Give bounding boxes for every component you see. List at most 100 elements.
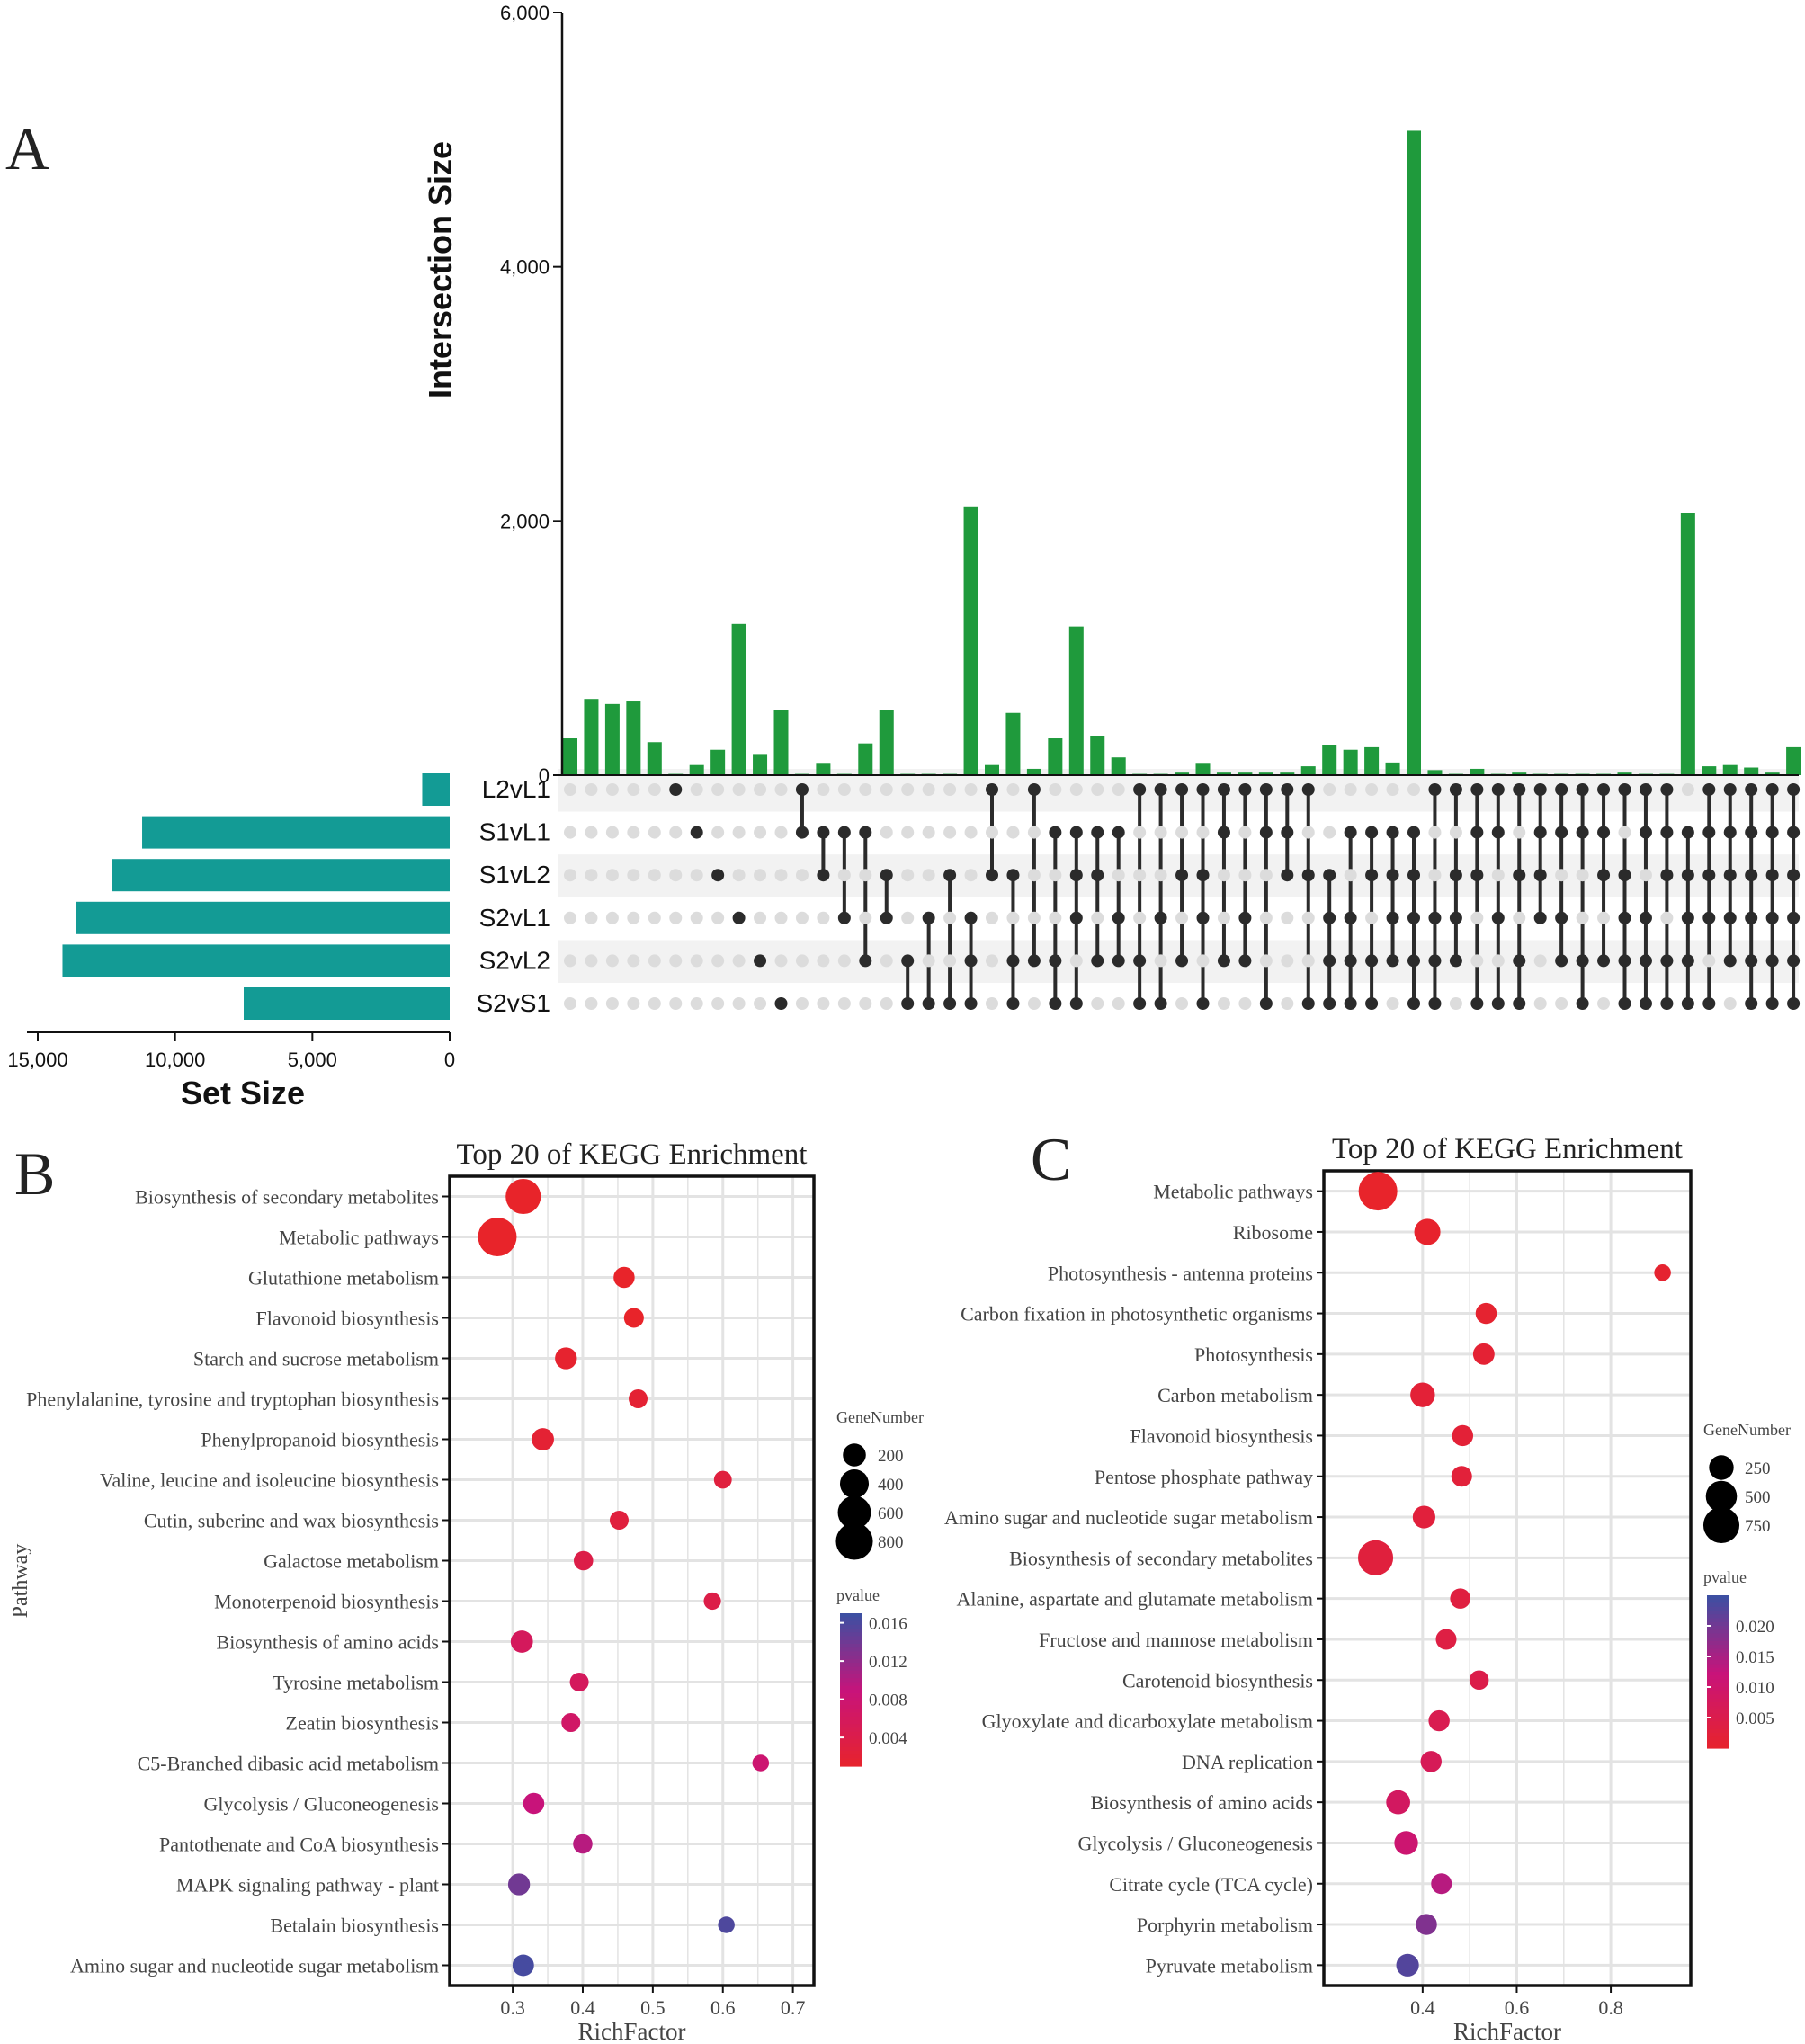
color-legend-bar-segment bbox=[1707, 1694, 1729, 1700]
matrix-dot-filled bbox=[986, 783, 998, 796]
data-point bbox=[573, 1550, 594, 1571]
matrix-dot-filled bbox=[1091, 954, 1104, 968]
matrix-dot-filled bbox=[1618, 997, 1631, 1010]
matrix-dot-empty bbox=[1175, 911, 1189, 924]
color-legend-bar-segment bbox=[840, 1731, 862, 1736]
matrix-dot-empty bbox=[1491, 869, 1505, 882]
size-legend-label: 750 bbox=[1745, 1517, 1771, 1536]
matrix-dot-filled bbox=[1112, 826, 1125, 839]
matrix-dot-filled bbox=[1069, 869, 1083, 882]
intersection-bar bbox=[563, 738, 577, 775]
matrix-dot-empty bbox=[795, 954, 809, 968]
color-legend-bar-segment bbox=[840, 1727, 862, 1733]
matrix-dot-filled bbox=[1259, 826, 1273, 839]
pathway-label: Pentose phosphate pathway bbox=[1095, 1466, 1313, 1488]
matrix-dot-empty bbox=[1238, 826, 1252, 839]
color-legend-label: 0.012 bbox=[869, 1653, 907, 1672]
color-legend-bar-segment bbox=[1707, 1614, 1729, 1620]
matrix-dot-filled bbox=[1681, 997, 1694, 1010]
color-legend-bar-segment bbox=[840, 1674, 862, 1679]
panel-letter-a: A bbox=[5, 114, 49, 183]
matrix-dot-empty bbox=[1091, 783, 1104, 796]
matrix-dot-empty bbox=[732, 869, 746, 882]
matrix-dot-empty bbox=[964, 783, 978, 796]
kegg-plot-c: Top 20 of KEGG Enrichment Metabolic pathw… bbox=[944, 1133, 1791, 2044]
matrix-dot-filled bbox=[1681, 826, 1694, 839]
matrix-dot-filled bbox=[1407, 954, 1420, 968]
matrix-dot-empty bbox=[1006, 783, 1020, 796]
matrix-dot-filled bbox=[1238, 954, 1252, 968]
matrix-dot-empty bbox=[964, 869, 978, 882]
intersection-bar bbox=[1048, 738, 1063, 775]
matrix-dot-filled bbox=[1597, 869, 1611, 882]
matrix-dot-empty bbox=[732, 826, 746, 839]
x-axis-title: RichFactor bbox=[1453, 2018, 1561, 2044]
set-label: S1vL2 bbox=[479, 861, 550, 888]
color-legend-bar-segment bbox=[1707, 1702, 1729, 1707]
matrix-dot-empty bbox=[1112, 997, 1125, 1010]
matrix-dot-empty bbox=[1576, 869, 1589, 882]
matrix-dot-empty bbox=[817, 997, 830, 1010]
color-legend-bar-segment bbox=[1707, 1709, 1729, 1715]
matrix-dot-filled bbox=[880, 869, 893, 882]
matrix-dot-empty bbox=[1259, 954, 1273, 968]
matrix-dot-filled bbox=[1533, 869, 1547, 882]
color-legend-bar-segment bbox=[1707, 1611, 1729, 1615]
matrix-dot-empty bbox=[943, 826, 957, 839]
matrix-dot-empty bbox=[1006, 826, 1020, 839]
color-legend-bar-segment bbox=[1707, 1718, 1729, 1722]
pathway-label: Metabolic pathways bbox=[1153, 1181, 1313, 1203]
matrix-dot-filled bbox=[1365, 954, 1379, 968]
pathway-label: Metabolic pathways bbox=[279, 1227, 439, 1249]
matrix-dot-filled bbox=[1175, 869, 1189, 882]
pathway-label: Cutin, suberine and wax biosynthesis bbox=[144, 1510, 439, 1532]
intersection-bar bbox=[1786, 746, 1801, 775]
matrix-dot-filled bbox=[1175, 954, 1189, 968]
matrix-dot-filled bbox=[1681, 954, 1694, 968]
matrix-dot-filled bbox=[1344, 826, 1357, 839]
matrix-dot-filled bbox=[1745, 911, 1758, 924]
matrix-dot-filled bbox=[1745, 869, 1758, 882]
matrix-dot-empty bbox=[711, 997, 725, 1010]
color-legend-bar-segment bbox=[1707, 1683, 1729, 1688]
matrix-dot-filled bbox=[1702, 911, 1716, 924]
data-point bbox=[1428, 1709, 1450, 1732]
matrix-dot-empty bbox=[795, 997, 809, 1010]
matrix-dot-filled bbox=[1470, 997, 1484, 1010]
x-tick-label: 0.6 bbox=[710, 1996, 736, 2019]
color-legend-label: 0.015 bbox=[1736, 1648, 1774, 1667]
intersection-bar bbox=[1322, 745, 1337, 775]
data-point bbox=[512, 1954, 534, 1977]
matrix-dot-filled bbox=[1513, 869, 1526, 882]
pathway-label: Glutathione metabolism bbox=[248, 1267, 439, 1290]
matrix-dot-filled bbox=[1618, 954, 1631, 968]
matrix-dot-filled bbox=[922, 911, 935, 924]
color-legend-bar-segment bbox=[1707, 1645, 1729, 1650]
set-size-bar bbox=[62, 944, 450, 977]
color-legend-title: pvalue bbox=[1703, 1568, 1747, 1586]
matrix-dot-empty bbox=[1639, 869, 1652, 882]
matrix-dot-filled bbox=[1386, 826, 1399, 839]
data-point bbox=[1396, 1953, 1419, 1977]
matrix-dot-empty bbox=[1344, 783, 1357, 796]
pathway-label: Amino sugar and nucleotide sugar metabol… bbox=[70, 1955, 439, 1977]
matrix-dot-filled bbox=[1618, 911, 1631, 924]
color-legend-bar-segment bbox=[840, 1655, 862, 1660]
matrix-dot-empty bbox=[648, 783, 661, 796]
matrix-dot-empty bbox=[1217, 911, 1230, 924]
matrix-dot-filled bbox=[1491, 997, 1505, 1010]
matrix-dot-empty bbox=[837, 869, 851, 882]
matrix-dot-filled bbox=[1618, 869, 1631, 882]
color-legend-bar-segment bbox=[1707, 1664, 1729, 1669]
matrix-dot-filled bbox=[1449, 869, 1462, 882]
color-legend-bar-segment bbox=[840, 1617, 862, 1622]
matrix-dot-empty bbox=[943, 783, 957, 796]
matrix-dot-filled bbox=[1344, 911, 1357, 924]
matrix-dot-filled bbox=[1027, 783, 1041, 796]
matrix-dot-filled bbox=[711, 869, 725, 882]
pathway-label: Citrate cycle (TCA cycle) bbox=[1109, 1873, 1313, 1896]
matrix-dot-empty bbox=[795, 869, 809, 882]
matrix-dot-filled bbox=[795, 826, 809, 839]
y-tick-label: 0 bbox=[539, 764, 550, 787]
matrix-dot-filled bbox=[1449, 783, 1462, 796]
